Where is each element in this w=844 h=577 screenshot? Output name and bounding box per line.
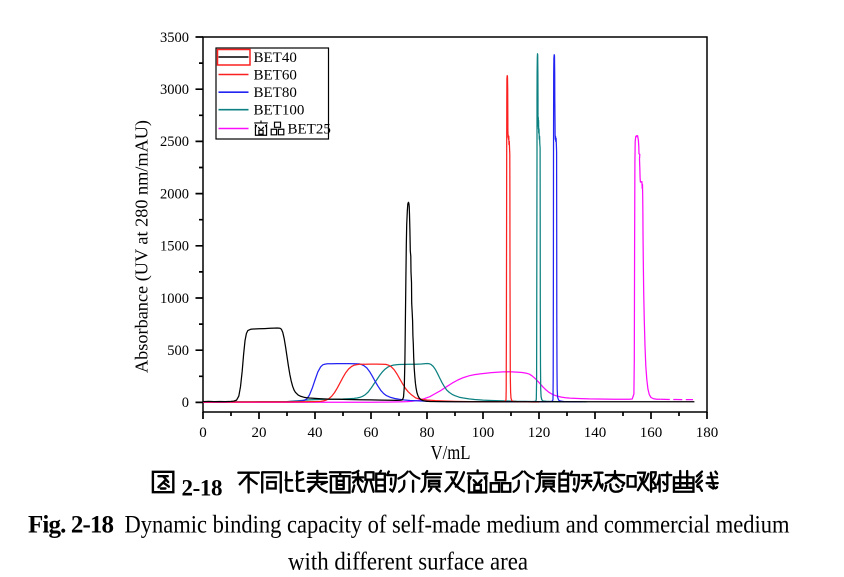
svg-text:0: 0 [199, 425, 207, 441]
svg-text:Absorbance (UV at 280 nm/mAU): Absorbance (UV at 280 nm/mAU) [132, 120, 153, 373]
svg-text:BET40: BET40 [254, 50, 297, 66]
svg-text:1500: 1500 [160, 239, 189, 255]
svg-text:BET100: BET100 [254, 103, 305, 119]
svg-text:Fig. 2-18: Fig. 2-18 [28, 512, 114, 539]
svg-text:20: 20 [252, 425, 267, 441]
svg-text:BET25: BET25 [288, 122, 331, 138]
svg-text:0: 0 [182, 395, 189, 411]
svg-text:Dynamic binding capacity of se: Dynamic binding capacity of self-made me… [125, 512, 790, 539]
svg-text:3500: 3500 [160, 30, 189, 46]
svg-text:120: 120 [528, 425, 551, 441]
svg-text:2000: 2000 [160, 186, 189, 202]
svg-text:80: 80 [420, 425, 435, 441]
svg-text:BET80: BET80 [254, 85, 297, 101]
svg-text:160: 160 [640, 425, 663, 441]
svg-text:180: 180 [696, 425, 719, 441]
svg-text:BET60: BET60 [254, 68, 297, 84]
svg-text:60: 60 [364, 425, 379, 441]
svg-text:100: 100 [472, 425, 495, 441]
svg-text:1000: 1000 [160, 291, 189, 307]
svg-text:2-18: 2-18 [182, 475, 223, 500]
svg-text:2500: 2500 [160, 134, 189, 150]
svg-text:with different surface area: with different surface area [288, 548, 528, 572]
svg-text:500: 500 [167, 343, 189, 359]
svg-text:3000: 3000 [160, 82, 189, 98]
svg-text:40: 40 [308, 425, 323, 441]
svg-text:V/mL: V/mL [431, 442, 471, 464]
svg-text:140: 140 [584, 425, 607, 441]
